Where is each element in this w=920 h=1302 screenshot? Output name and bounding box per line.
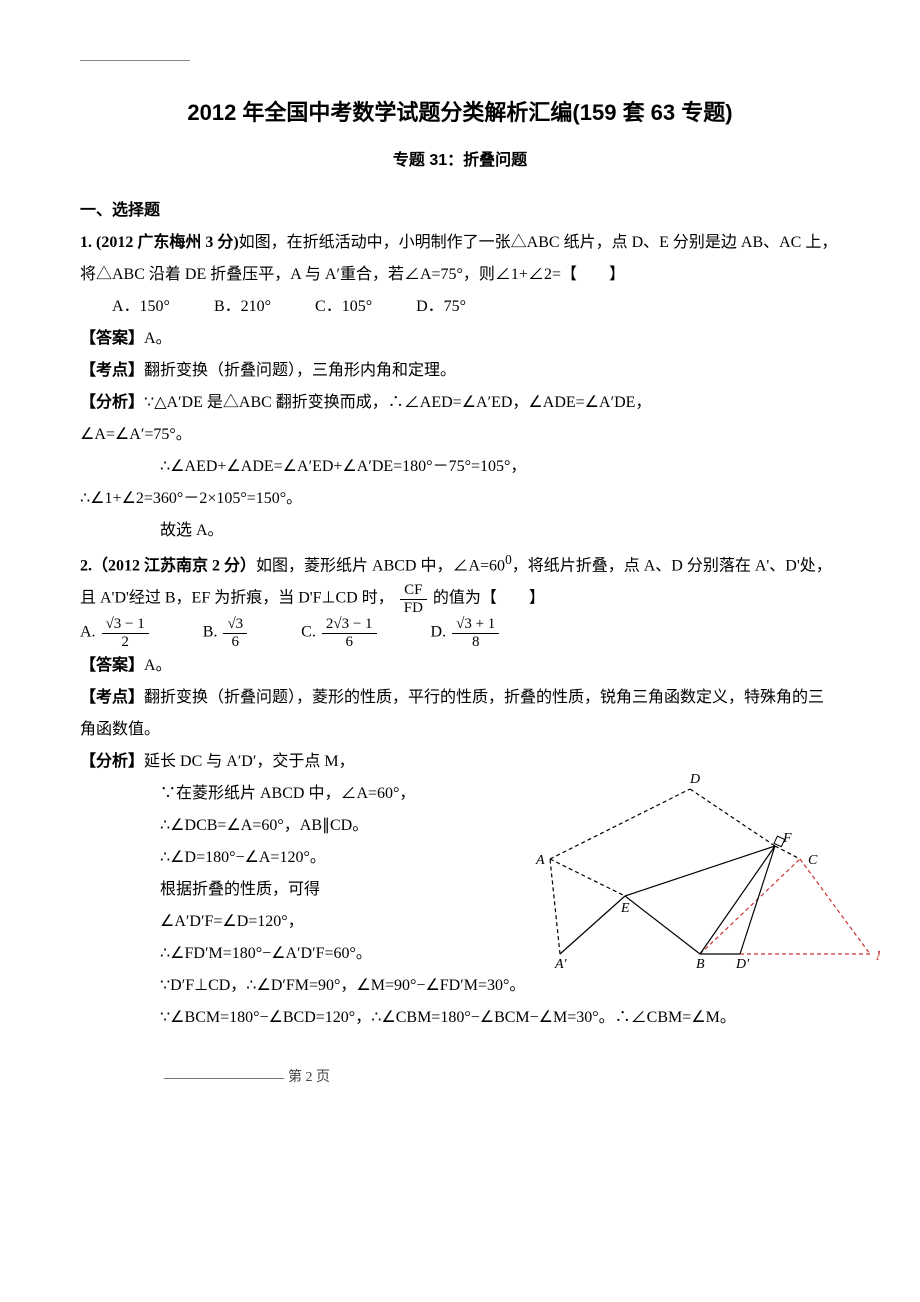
svg-text:A: A [535, 853, 545, 868]
svg-text:A': A' [554, 957, 568, 972]
q2-stem-fraction: CFFD [400, 582, 427, 616]
q2-answer: 【答案】A。 [80, 650, 840, 682]
q2-text-a: 如图，菱形纸片 ABCD 中，∠A=60 [256, 557, 505, 574]
frac-num: CF [400, 582, 427, 600]
q2-source: 2.（2012 江苏南京 2 分） [80, 557, 256, 574]
fraction-icon: 2√3 − 16 [322, 616, 377, 650]
fraction-icon: √3 − 12 [102, 616, 149, 650]
page-subtitle: 专题 31：折叠问题 [80, 145, 840, 177]
q1-fenxi-1t: ∵△A′DE 是△ABC 翻折变换而成，∴∠AED=∠A′ED，∠ADE=∠A′… [144, 394, 651, 411]
svg-text:D: D [689, 774, 700, 787]
svg-text:B: B [696, 957, 705, 972]
section-header: 一、选择题 [80, 195, 840, 227]
q1-kaodian-text: 翻折变换（折叠问题），三角形内角和定理。 [144, 362, 456, 379]
q2-stem: 2.（2012 江苏南京 2 分）如图，菱形纸片 ABCD 中，∠A=600，将… [80, 547, 840, 616]
opt-label: A. [80, 624, 96, 641]
q2-option-a: A. √3 − 12 [80, 616, 151, 650]
svg-text:C: C [808, 853, 818, 868]
q1-option-c: C．105° [315, 298, 372, 315]
q2-degree: 0 [505, 552, 512, 567]
q2-fenxi-9: ∵∠BCM=180°−∠BCD=120°，∴∠CBM=180°−∠BCM−∠M=… [80, 1002, 840, 1034]
q1-answer: 【答案】A。 [80, 323, 840, 355]
q2-options: A. √3 − 12 B. √36 C. 2√3 − 16 D. √3 + 18 [80, 616, 840, 650]
fraction-icon: √36 [223, 616, 247, 650]
fraction-icon: √3 + 18 [452, 616, 499, 650]
frac-den: FD [400, 600, 427, 617]
q2-diagram: A B C D E F A' D' M [520, 774, 880, 984]
q2-text-c: 的值为【 】 [433, 590, 545, 607]
svg-text:F: F [782, 831, 792, 846]
q2-kaodian: 【考点】翻折变换（折叠问题），菱形的性质，平行的性质，折叠的性质，锐角三角函数定… [80, 682, 840, 746]
q1-fenxi-1: 【分析】∵△A′DE 是△ABC 翻折变换而成，∴∠AED=∠A′ED，∠ADE… [80, 387, 840, 419]
opt-label: C. [301, 624, 316, 641]
q1-option-a: A．150° [112, 298, 170, 315]
q1-options: A．150° B．210° C．105° D．75° [80, 291, 840, 323]
q2-answer-text: A。 [144, 657, 172, 674]
svg-text:M: M [875, 949, 880, 964]
q1-fenxi-4: ∴∠1+∠2=360°－2×105°=150°。 [80, 483, 840, 515]
page-footer: 第 2 页 [80, 1064, 840, 1092]
opt-label: D. [431, 624, 447, 641]
q1-fenxi-3: ∴∠AED+∠ADE=∠A′ED+∠A′DE=180°－75°=105°， [80, 451, 840, 483]
answer-label: 【答案】 [80, 330, 144, 347]
fenxi-label: 【分析】 [80, 753, 144, 770]
q1-fenxi-5: 故选 A。 [80, 515, 840, 547]
svg-text:D': D' [735, 957, 750, 972]
q1-answer-text: A。 [144, 330, 172, 347]
q1-kaodian: 【考点】翻折变换（折叠问题），三角形内角和定理。 [80, 355, 840, 387]
q1-option-b: B．210° [214, 298, 271, 315]
q2-option-d: D. √3 + 18 [431, 616, 502, 650]
footer-rule [164, 1078, 284, 1079]
kaodian-label: 【考点】 [80, 362, 144, 379]
svg-text:E: E [620, 901, 630, 916]
opt-label: B. [203, 624, 218, 641]
footer-text: 第 2 页 [288, 1070, 330, 1085]
answer-label: 【答案】 [80, 657, 144, 674]
q2-analysis-block: ABCDEFA'D'M 【分析】延长 DC 与 A′D′，交于点 M， ∵在菱形… [80, 746, 840, 1034]
page-title: 2012 年全国中考数学试题分类解析汇编(159 套 63 专题) [80, 91, 840, 135]
fenxi-label: 【分析】 [80, 394, 144, 411]
q2-option-c: C. 2√3 − 16 [301, 616, 378, 650]
header-rule [80, 60, 190, 61]
q2-kaodian-text: 翻折变换（折叠问题），菱形的性质，平行的性质，折叠的性质，锐角三角函数定义，特殊… [80, 689, 824, 738]
q1-option-d: D．75° [416, 298, 466, 315]
q2-option-b: B. √36 [203, 616, 249, 650]
q1-fenxi-2: ∠A=∠A′=75°。 [80, 419, 840, 451]
q1-stem: 1. (2012 广东梅州 3 分)如图，在折纸活动中，小明制作了一张△ABC … [80, 227, 840, 291]
q1-source: 1. (2012 广东梅州 3 分) [80, 234, 239, 251]
kaodian-label: 【考点】 [80, 689, 144, 706]
